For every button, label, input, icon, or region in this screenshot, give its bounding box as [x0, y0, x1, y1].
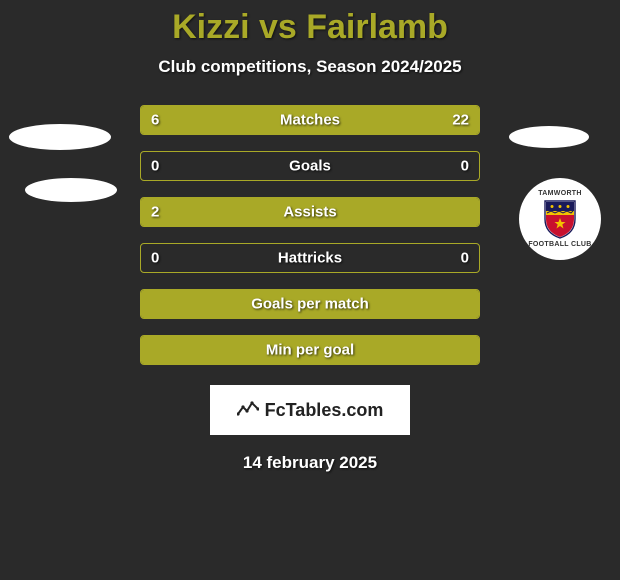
left-player-ellipse-1 — [9, 124, 111, 150]
stat-value-left: 0 — [151, 250, 159, 267]
subtitle: Club competitions, Season 2024/2025 — [0, 57, 620, 77]
stat-metric: Goals per match — [251, 296, 369, 313]
stat-metric: Min per goal — [266, 342, 354, 359]
footer-date: 14 february 2025 — [0, 453, 620, 473]
shield-icon — [543, 199, 577, 239]
stat-metric: Goals — [289, 158, 331, 175]
stat-row: 2 Assists — [140, 197, 480, 227]
page-title: Kizzi vs Fairlamb — [0, 8, 620, 47]
crest-label-bottom: FOOTBALL CLUB — [528, 241, 591, 248]
stat-metric: Hattricks — [278, 250, 342, 267]
brand-icon — [237, 399, 259, 422]
crest-label-top: TAMWORTH — [538, 190, 581, 197]
stat-metric: Assists — [283, 204, 336, 221]
right-player-ellipse — [509, 126, 589, 148]
stat-value-right: 22 — [452, 112, 469, 129]
stat-row: Goals per match — [140, 289, 480, 319]
stat-row: 0 Goals 0 — [140, 151, 480, 181]
stat-value-left: 2 — [151, 204, 159, 221]
stat-row: 6 Matches 22 — [140, 105, 480, 135]
club-crest: TAMWORTH FOOTBALL CLUB — [519, 178, 601, 260]
stat-metric: Matches — [280, 112, 340, 129]
brand-box: FcTables.com — [210, 385, 410, 435]
stat-value-left: 0 — [151, 158, 159, 175]
stat-row: 0 Hattricks 0 — [140, 243, 480, 273]
stat-value-right: 0 — [461, 158, 469, 175]
stat-value-left: 6 — [151, 112, 159, 129]
stat-value-right: 0 — [461, 250, 469, 267]
left-player-ellipse-2 — [25, 178, 117, 202]
stat-row: Min per goal — [140, 335, 480, 365]
brand-text: FcTables.com — [265, 400, 384, 421]
stat-fill-right — [212, 106, 479, 134]
